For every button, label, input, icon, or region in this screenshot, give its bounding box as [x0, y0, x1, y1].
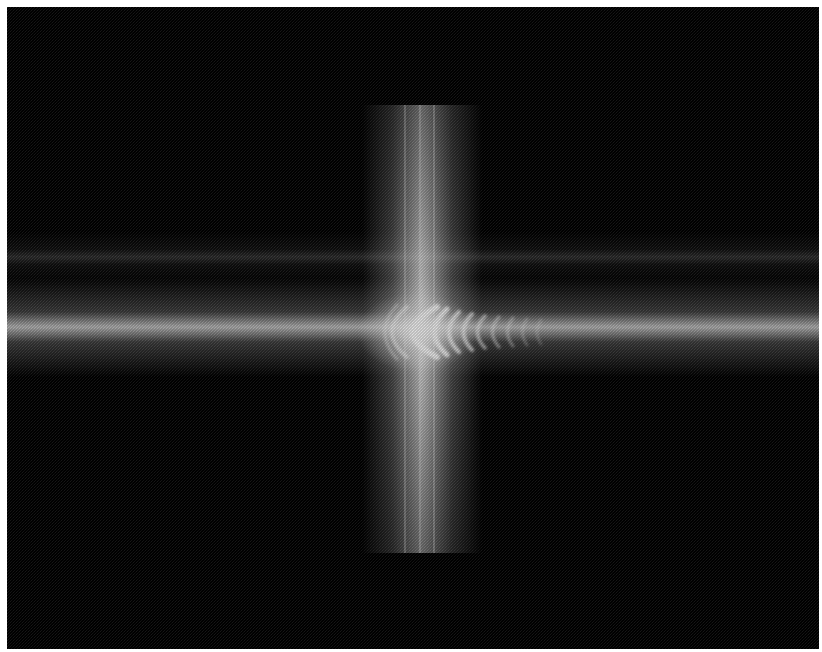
interference-pattern: [7, 7, 819, 649]
image-plate: [7, 7, 819, 649]
